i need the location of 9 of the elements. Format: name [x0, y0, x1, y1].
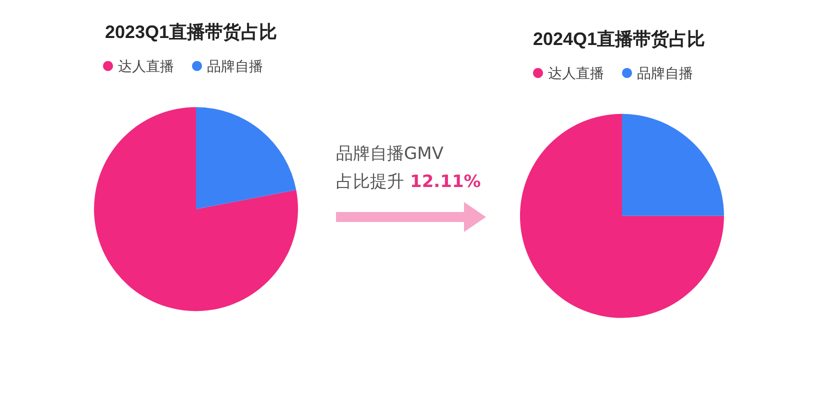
- legend-label: 达人直播: [548, 65, 604, 81]
- text: 品牌自播GMV: [336, 144, 444, 164]
- chart-title: 2023Q1直播带货占比: [105, 22, 278, 42]
- text: 占比提升: [336, 172, 404, 192]
- legend-label: 品牌自播: [207, 58, 263, 74]
- legend-label: 达人直播: [118, 58, 174, 74]
- text: 12.11%: [410, 172, 481, 192]
- legend-label: 品牌自播: [637, 65, 693, 81]
- chart-title: 2024Q1直播带货占比: [533, 29, 706, 49]
